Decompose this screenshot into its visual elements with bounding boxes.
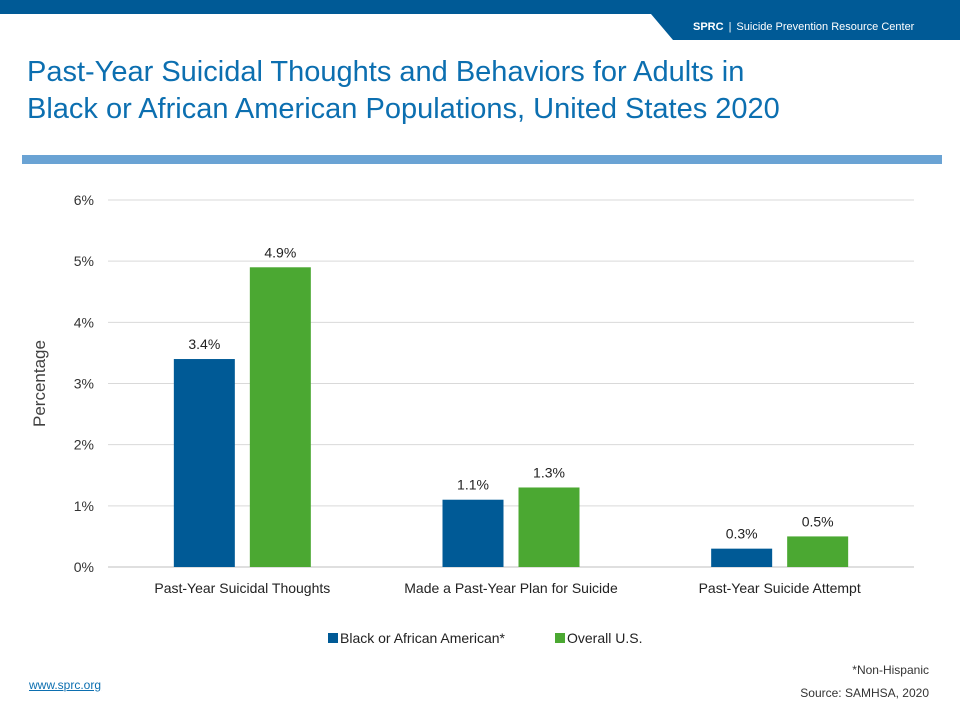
y-tick-label: 0% bbox=[74, 559, 94, 575]
data-label: 0.3% bbox=[726, 526, 758, 542]
legend-label: Overall U.S. bbox=[567, 630, 642, 646]
header-separator: | bbox=[728, 21, 732, 33]
y-tick-label: 6% bbox=[74, 192, 94, 208]
bar bbox=[173, 359, 235, 567]
legend-swatch bbox=[555, 633, 565, 643]
source-note: Source: SAMHSA, 2020 bbox=[800, 686, 929, 700]
data-label: 0.5% bbox=[802, 513, 834, 529]
bar bbox=[518, 487, 580, 567]
bar bbox=[442, 499, 504, 567]
org-acronym: SPRC bbox=[693, 21, 724, 33]
legend-label: Black or African American* bbox=[340, 630, 506, 646]
website-link[interactable]: www.sprc.org bbox=[29, 678, 102, 692]
legend-swatch bbox=[328, 633, 338, 643]
y-axis-title: Percentage bbox=[30, 340, 49, 427]
bar bbox=[249, 267, 311, 567]
org-name: Suicide Prevention Resource Center bbox=[736, 21, 915, 33]
footnote: *Non-Hispanic bbox=[852, 663, 929, 677]
data-label: 1.1% bbox=[457, 477, 489, 493]
x-tick-label: Past-Year Suicidal Thoughts bbox=[154, 580, 330, 596]
y-tick-label: 4% bbox=[74, 314, 94, 330]
page-title: Past-Year Suicidal Thoughts and Behavior… bbox=[27, 54, 927, 128]
x-tick-label: Made a Past-Year Plan for Suicide bbox=[404, 580, 618, 596]
data-label: 1.3% bbox=[533, 464, 565, 480]
title-line-1: Past-Year Suicidal Thoughts and Behavior… bbox=[27, 56, 745, 88]
title-divider bbox=[22, 155, 942, 164]
y-tick-label: 5% bbox=[74, 253, 94, 269]
bar bbox=[787, 536, 849, 567]
data-label: 3.4% bbox=[188, 336, 220, 352]
data-label: 4.9% bbox=[264, 244, 296, 260]
y-tick-label: 1% bbox=[74, 498, 94, 514]
y-tick-label: 3% bbox=[74, 376, 94, 392]
title-line-2: Black or African American Populations, U… bbox=[27, 93, 780, 125]
y-tick-label: 2% bbox=[74, 437, 94, 453]
header-strip bbox=[0, 0, 960, 14]
x-tick-label: Past-Year Suicide Attempt bbox=[699, 580, 861, 596]
bar bbox=[711, 548, 773, 567]
brand-tab: SPRC | Suicide Prevention Resource Center bbox=[651, 14, 960, 40]
